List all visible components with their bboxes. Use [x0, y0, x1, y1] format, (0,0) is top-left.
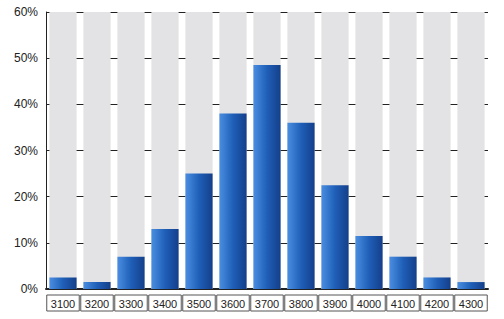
svg-text:3300: 3300 [119, 298, 143, 310]
svg-text:3400: 3400 [153, 298, 177, 310]
svg-text:40%: 40% [14, 97, 38, 111]
svg-text:3500: 3500 [187, 298, 211, 310]
svg-text:3200: 3200 [85, 298, 109, 310]
svg-text:10%: 10% [14, 236, 38, 250]
svg-text:3100: 3100 [51, 298, 75, 310]
svg-text:50%: 50% [14, 51, 38, 65]
svg-text:30%: 30% [14, 144, 38, 158]
svg-text:4300: 4300 [459, 298, 483, 310]
svg-text:4000: 4000 [357, 298, 381, 310]
svg-text:20%: 20% [14, 190, 38, 204]
svg-text:0%: 0% [21, 282, 39, 296]
svg-text:3800: 3800 [289, 298, 313, 310]
svg-text:4200: 4200 [425, 298, 449, 310]
svg-text:4100: 4100 [391, 298, 415, 310]
svg-text:60%: 60% [14, 5, 38, 19]
svg-text:3700: 3700 [255, 298, 279, 310]
svg-text:3600: 3600 [221, 298, 245, 310]
svg-text:3900: 3900 [323, 298, 347, 310]
